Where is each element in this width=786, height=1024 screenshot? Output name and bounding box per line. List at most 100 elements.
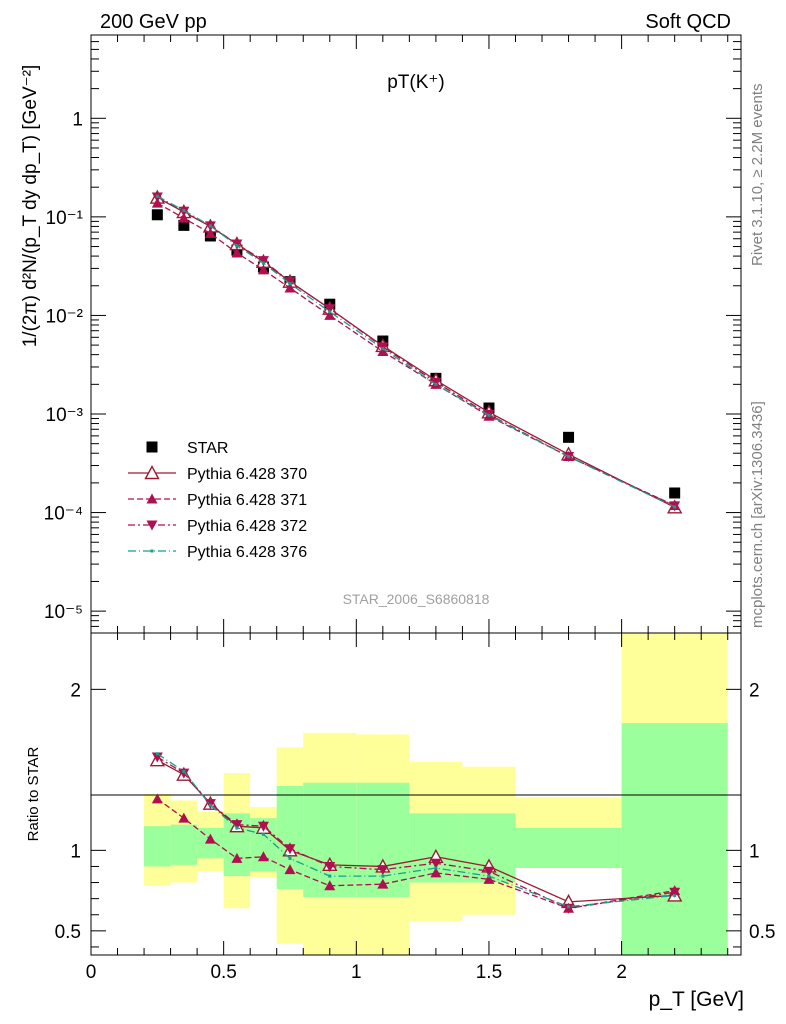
ratio-line	[156, 753, 675, 908]
data-point	[182, 209, 186, 213]
energy-label: 200 GeV pp	[100, 11, 207, 33]
data-point	[563, 431, 575, 443]
legend-marker	[146, 520, 158, 531]
ratio-point	[208, 803, 212, 807]
y-tick-label: 10⁻⁴	[44, 504, 83, 525]
spectrum-ticks: 10⁻⁵ 10⁻⁴ 10⁻³ 10⁻² 10⁻¹ 1	[44, 34, 741, 634]
uncertainty-band-inner	[170, 824, 198, 865]
legend-marker	[146, 441, 158, 453]
uncertainty-band-inner	[144, 826, 171, 867]
ratio-ticks: 0.5 0.51 12 20 0.5 1 1.5 2	[55, 633, 775, 983]
uncertainty-band-inner	[303, 782, 357, 898]
mcplots-label: mcplots.cern.ch [arXiv:1306.3436]	[749, 401, 766, 628]
ratio-point	[231, 852, 243, 863]
ratio-point	[381, 874, 385, 878]
ratio-point	[235, 826, 239, 830]
ratio-point	[567, 905, 571, 909]
series-line	[157, 196, 675, 507]
legend-label: Pythia 6.428 370	[187, 466, 307, 483]
ratio-y-tick-label: 0.5	[55, 922, 81, 943]
data-point	[178, 219, 190, 231]
ratio-y-tick-label: 1	[70, 841, 81, 862]
legend-label: Pythia 6.428 371	[187, 492, 307, 509]
data-point	[328, 310, 332, 314]
legend-label: STAR	[187, 440, 228, 457]
legend-label: Pythia 6.428 372	[187, 518, 307, 535]
y-tick-label: 1	[72, 109, 83, 130]
ratio-y-tick-label: 0.5	[749, 922, 775, 943]
y-tick-label: 10⁻¹	[46, 208, 84, 229]
ratio-point	[324, 861, 336, 872]
legend-marker	[150, 549, 154, 553]
y-tick-label: 10⁻²	[46, 306, 84, 327]
ratio-y-tick-label: 1	[749, 841, 760, 862]
data-point	[487, 413, 491, 417]
ratio-series	[149, 752, 683, 914]
legend: STAR Pythia 6.428 370 Pythia 6.428 371 Pyth…	[128, 440, 307, 561]
data-point	[257, 264, 269, 275]
data-point	[288, 282, 292, 286]
ratio-point	[231, 820, 243, 831]
ratio-point	[434, 866, 438, 870]
spectrum-title: pT(K⁺)	[387, 72, 445, 93]
ratio-point	[483, 866, 495, 877]
ratio-point	[151, 793, 163, 804]
data-point	[151, 197, 163, 208]
ratio-point	[178, 768, 190, 779]
ratio-point	[284, 864, 296, 875]
y-tick-label: 10⁻⁵	[44, 602, 83, 623]
ratio-point	[430, 858, 442, 869]
x-tick-label: 1.5	[476, 962, 502, 983]
data-point	[257, 256, 269, 267]
series-line	[157, 202, 675, 507]
x-tick-label: 0	[86, 962, 97, 983]
rivet-label: Rivet 3.1.10, ≥ 2.2M events	[749, 84, 766, 267]
spectrum-ylabel: 1/(2π) d²N/(p_T dy dp_T) [GeV⁻²]	[20, 65, 41, 348]
data-point	[673, 505, 677, 509]
legend-label: Pythia 6.428 376	[187, 544, 307, 561]
ratio-point	[257, 821, 269, 832]
ratio-point	[483, 873, 495, 884]
y-tick-label: 10⁻³	[46, 405, 84, 426]
legend-marker	[144, 465, 160, 480]
spectrum-panel: 10⁻⁵ 10⁻⁴ 10⁻³ 10⁻² 10⁻¹ 1 pT(K⁺) STAR_2006_S…	[20, 34, 742, 634]
ratio-y-tick-label: 2	[749, 680, 760, 701]
ratio-y-tick-label: 2	[70, 680, 81, 701]
ratio-point	[204, 833, 216, 844]
uncertainty-band-inner	[515, 827, 622, 869]
series-line	[157, 195, 675, 508]
spectrum-series	[149, 189, 683, 514]
ratio-point	[288, 856, 292, 860]
watermark: STAR_2006_S6860818	[343, 591, 490, 607]
ratio-point	[328, 874, 332, 878]
category-label: Soft QCD	[645, 11, 731, 33]
uncertainty-band-inner	[621, 723, 728, 955]
ratio-point	[257, 851, 269, 862]
data-point	[324, 309, 336, 320]
ratio-point	[669, 887, 681, 898]
ratio-point	[155, 752, 159, 756]
ratio-line	[156, 756, 675, 909]
data-point	[155, 194, 159, 198]
ratio-ylabel: Ratio to STAR	[25, 746, 42, 841]
ratio-frame	[90, 632, 742, 956]
data-point	[261, 261, 265, 265]
data-point	[669, 487, 681, 499]
ratio-point	[430, 867, 442, 878]
data-point	[381, 347, 385, 351]
data-point	[204, 227, 216, 238]
data-point	[324, 304, 336, 315]
ratio-point	[182, 769, 186, 773]
x-tick-label: 2	[616, 962, 627, 983]
data-point	[178, 212, 190, 223]
data-point	[430, 377, 442, 388]
ratio-point	[673, 893, 677, 897]
data-point	[208, 224, 212, 228]
data-point	[284, 282, 296, 293]
ratio-point	[563, 903, 575, 914]
uncertainty-band-inner	[356, 782, 410, 898]
ratio-point	[261, 832, 265, 836]
data-point	[151, 209, 163, 221]
legend-marker	[146, 493, 158, 504]
